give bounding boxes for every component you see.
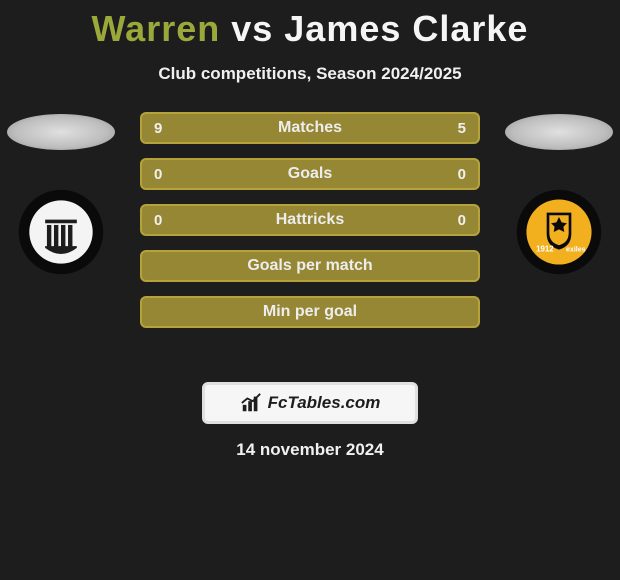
newport-county-crest: 1912 exiles [515, 188, 603, 276]
stat-label: Matches [142, 119, 478, 137]
svg-text:exiles: exiles [566, 246, 586, 253]
stat-label: Goals [142, 165, 478, 183]
comparison-area: 1912 exiles 9Matches50Goals00Hattricks0G… [0, 112, 620, 372]
player2-photo-placeholder [505, 114, 613, 150]
stat-row-goals-per-match: Goals per match [140, 250, 480, 282]
left-player-column [6, 112, 116, 276]
stat-right-value: 5 [458, 120, 466, 137]
stat-row-hattricks: 0Hattricks0 [140, 204, 480, 236]
stat-label: Min per goal [142, 303, 478, 321]
page-title: Warren vs James Clarke [0, 8, 620, 50]
stat-right-value: 0 [458, 212, 466, 229]
stat-left-value: 0 [154, 166, 162, 183]
branding-text: FcTables.com [268, 393, 381, 413]
svg-text:1912: 1912 [536, 244, 554, 253]
stat-row-goals: 0Goals0 [140, 158, 480, 190]
stat-label: Hattricks [142, 211, 478, 229]
chart-icon [240, 392, 262, 414]
title-player2: James Clarke [284, 8, 528, 49]
stat-right-value: 0 [458, 166, 466, 183]
stat-left-value: 9 [154, 120, 162, 137]
stat-label: Goals per match [142, 257, 478, 275]
date-line: 14 november 2024 [0, 440, 620, 460]
player1-photo-placeholder [7, 114, 115, 150]
stat-bars: 9Matches50Goals00Hattricks0Goals per mat… [140, 112, 480, 342]
stat-row-matches: 9Matches5 [140, 112, 480, 144]
title-vs: vs [220, 8, 284, 49]
grimsby-town-crest [17, 188, 105, 276]
branding-box: FcTables.com [202, 382, 418, 424]
stat-row-min-per-goal: Min per goal [140, 296, 480, 328]
subtitle: Club competitions, Season 2024/2025 [0, 64, 620, 84]
right-player-column: 1912 exiles [504, 112, 614, 276]
title-player1: Warren [92, 8, 221, 49]
stat-left-value: 0 [154, 212, 162, 229]
